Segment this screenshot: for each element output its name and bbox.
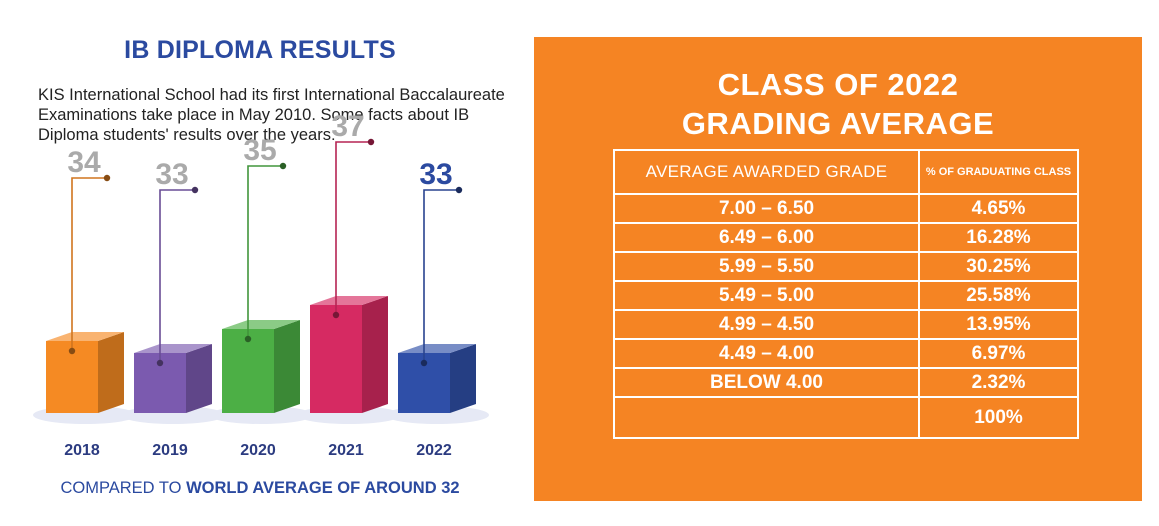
table-row: 4.49 – 4.00 6.97% xyxy=(613,338,1079,369)
bar-top xyxy=(222,320,300,329)
bar-side xyxy=(98,332,124,413)
grade-range: 5.49 – 5.00 xyxy=(613,280,920,311)
class-percent: 16.28% xyxy=(918,222,1079,253)
value-label: 35 xyxy=(243,134,276,167)
bar-top xyxy=(310,296,388,305)
class-percent: 2.32% xyxy=(918,367,1079,398)
footer-emphasis: WORLD AVERAGE OF AROUND 32 xyxy=(186,479,460,497)
value-label: 34 xyxy=(67,146,101,179)
callout-line xyxy=(423,189,459,363)
footer-prefix: COMPARED TO xyxy=(60,479,187,497)
ib-score-bar-chart: 34 2018 33 2019 35 2020 37 2021 33 2022 xyxy=(33,110,489,459)
category-label: 2022 xyxy=(416,442,452,459)
header-percent: % OF GRADUATING CLASS xyxy=(918,149,1079,195)
bar-side xyxy=(274,320,300,413)
class-percent: 13.95% xyxy=(918,309,1079,340)
callout-dot xyxy=(103,174,111,182)
class-percent: 6.97% xyxy=(918,338,1079,369)
table-header-row: AVERAGE AWARDED GRADE % OF GRADUATING CL… xyxy=(613,149,1079,195)
table-total-row: 100% xyxy=(613,396,1079,439)
grade-distribution-table: AVERAGE AWARDED GRADE % OF GRADUATING CL… xyxy=(613,149,1079,439)
grade-range: 4.49 – 4.00 xyxy=(613,338,920,369)
callout-dot xyxy=(420,359,428,367)
bar-side xyxy=(186,344,212,413)
bar-front xyxy=(222,329,274,413)
table-row: 5.99 – 5.50 30.25% xyxy=(613,251,1079,282)
class-percent: 25.58% xyxy=(918,280,1079,311)
panel-title: IB DIPLOMA RESULTS xyxy=(124,36,396,64)
grade-range: BELOW 4.00 xyxy=(613,367,920,398)
grading-title: CLASS OF 2022 GRADING AVERAGE xyxy=(534,65,1142,143)
callout-dot xyxy=(279,162,287,170)
bar-top xyxy=(134,344,212,353)
category-label: 2019 xyxy=(152,442,188,459)
bar-side xyxy=(362,296,388,413)
callout-dot xyxy=(156,359,164,367)
bar-top xyxy=(46,332,124,341)
category-label: 2020 xyxy=(240,442,276,459)
intro-text: KIS International School had its first I… xyxy=(38,86,505,144)
total-percent: 100% xyxy=(918,396,1079,439)
callout-dot xyxy=(367,138,375,146)
header-grade: AVERAGE AWARDED GRADE xyxy=(613,149,920,195)
class-percent: 30.25% xyxy=(918,251,1079,282)
ib-results-panel: IB DIPLOMA RESULTS KIS International Sch… xyxy=(0,0,520,526)
grade-range: 5.99 – 5.50 xyxy=(613,251,920,282)
callout-line xyxy=(247,165,283,339)
callout-dot xyxy=(455,186,463,194)
bar-top xyxy=(398,344,476,353)
table-row: BELOW 4.00 2.32% xyxy=(613,367,1079,398)
grading-title-line2: GRADING AVERAGE xyxy=(681,106,995,141)
category-label: 2021 xyxy=(328,442,364,459)
table-row: 6.49 – 6.00 16.28% xyxy=(613,222,1079,253)
table-row: 5.49 – 5.00 25.58% xyxy=(613,280,1079,311)
grade-range: 7.00 – 6.50 xyxy=(613,193,920,224)
world-average-note: COMPARED TO WORLD AVERAGE OF AROUND 32 xyxy=(0,479,520,498)
callout-line xyxy=(159,189,195,363)
value-label: 37 xyxy=(331,110,364,143)
table-row: 4.99 – 4.50 13.95% xyxy=(613,309,1079,340)
callout-dot xyxy=(68,347,76,355)
callout-dot xyxy=(191,186,199,194)
category-label: 2018 xyxy=(64,442,100,459)
bar-side xyxy=(450,344,476,413)
class-percent: 4.65% xyxy=(918,193,1079,224)
callout-dot xyxy=(332,311,340,319)
table-row: 7.00 – 6.50 4.65% xyxy=(613,193,1079,224)
value-label: 33 xyxy=(155,158,188,191)
callout-line xyxy=(335,141,371,315)
callout-dot xyxy=(244,335,252,343)
value-label: 33 xyxy=(419,158,452,191)
callout-line xyxy=(71,177,107,351)
grade-range: 6.49 – 6.00 xyxy=(613,222,920,253)
bar-front xyxy=(310,305,362,413)
grading-average-panel: CLASS OF 2022 GRADING AVERAGE AVERAGE AW… xyxy=(534,37,1142,501)
grading-title-line1: CLASS OF 2022 xyxy=(717,67,959,102)
total-label xyxy=(613,396,920,439)
grade-range: 4.99 – 4.50 xyxy=(613,309,920,340)
